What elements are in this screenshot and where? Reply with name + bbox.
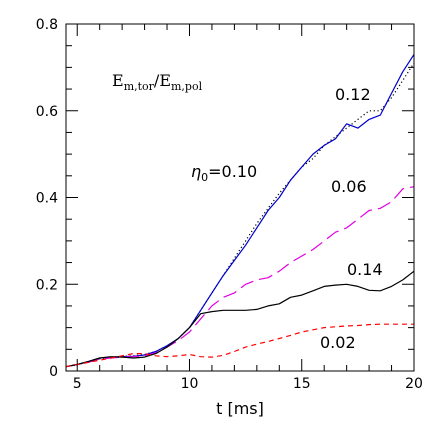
x-axis-title: t [ms]	[216, 399, 264, 418]
x-tick-label: 15	[293, 376, 311, 392]
series-label-equals: =	[208, 162, 221, 181]
series-label-eta: η	[191, 162, 201, 181]
tick-labels-layer: 5 10 15 20 0 0.2 0.4 0.6 0.8	[36, 17, 423, 392]
series-label-0-10: η0=0.10	[191, 162, 257, 184]
x-tick-label: 20	[405, 376, 423, 392]
y-tick-label: 0.8	[36, 17, 58, 33]
y-tick-label: 0.2	[36, 277, 58, 293]
series-line-3	[65, 270, 415, 368]
series-layer	[65, 54, 415, 368]
y-label-e-tor: E	[112, 71, 124, 90]
series-label-0-06: 0.06	[331, 177, 367, 196]
series-line-0	[65, 62, 415, 368]
series-label-eta-sub: 0	[201, 171, 208, 184]
y-axis-label: Em,tor/Em,pol	[112, 71, 203, 93]
series-label-0-14: 0.14	[347, 260, 383, 279]
ticks-layer	[66, 23, 415, 372]
y-tick-label: 0	[49, 364, 58, 380]
y-label-sub-pol: m,pol	[171, 80, 203, 93]
series-label-0-02: 0.02	[320, 333, 356, 352]
y-label-slash: /	[154, 71, 160, 90]
y-tick-label: 0.4	[36, 191, 58, 207]
series-line-1	[65, 54, 415, 368]
series-label-0-12: 0.12	[335, 85, 371, 104]
y-label-sub-tor: m,tor	[124, 80, 155, 93]
series-label-value: 0.10	[222, 162, 258, 181]
y-tick-label: 0.6	[36, 104, 58, 120]
y-label-e-pol: E	[159, 71, 171, 90]
series-line-4	[65, 323, 414, 368]
x-tick-label: 10	[181, 376, 199, 392]
x-tick-label: 5	[73, 376, 82, 392]
